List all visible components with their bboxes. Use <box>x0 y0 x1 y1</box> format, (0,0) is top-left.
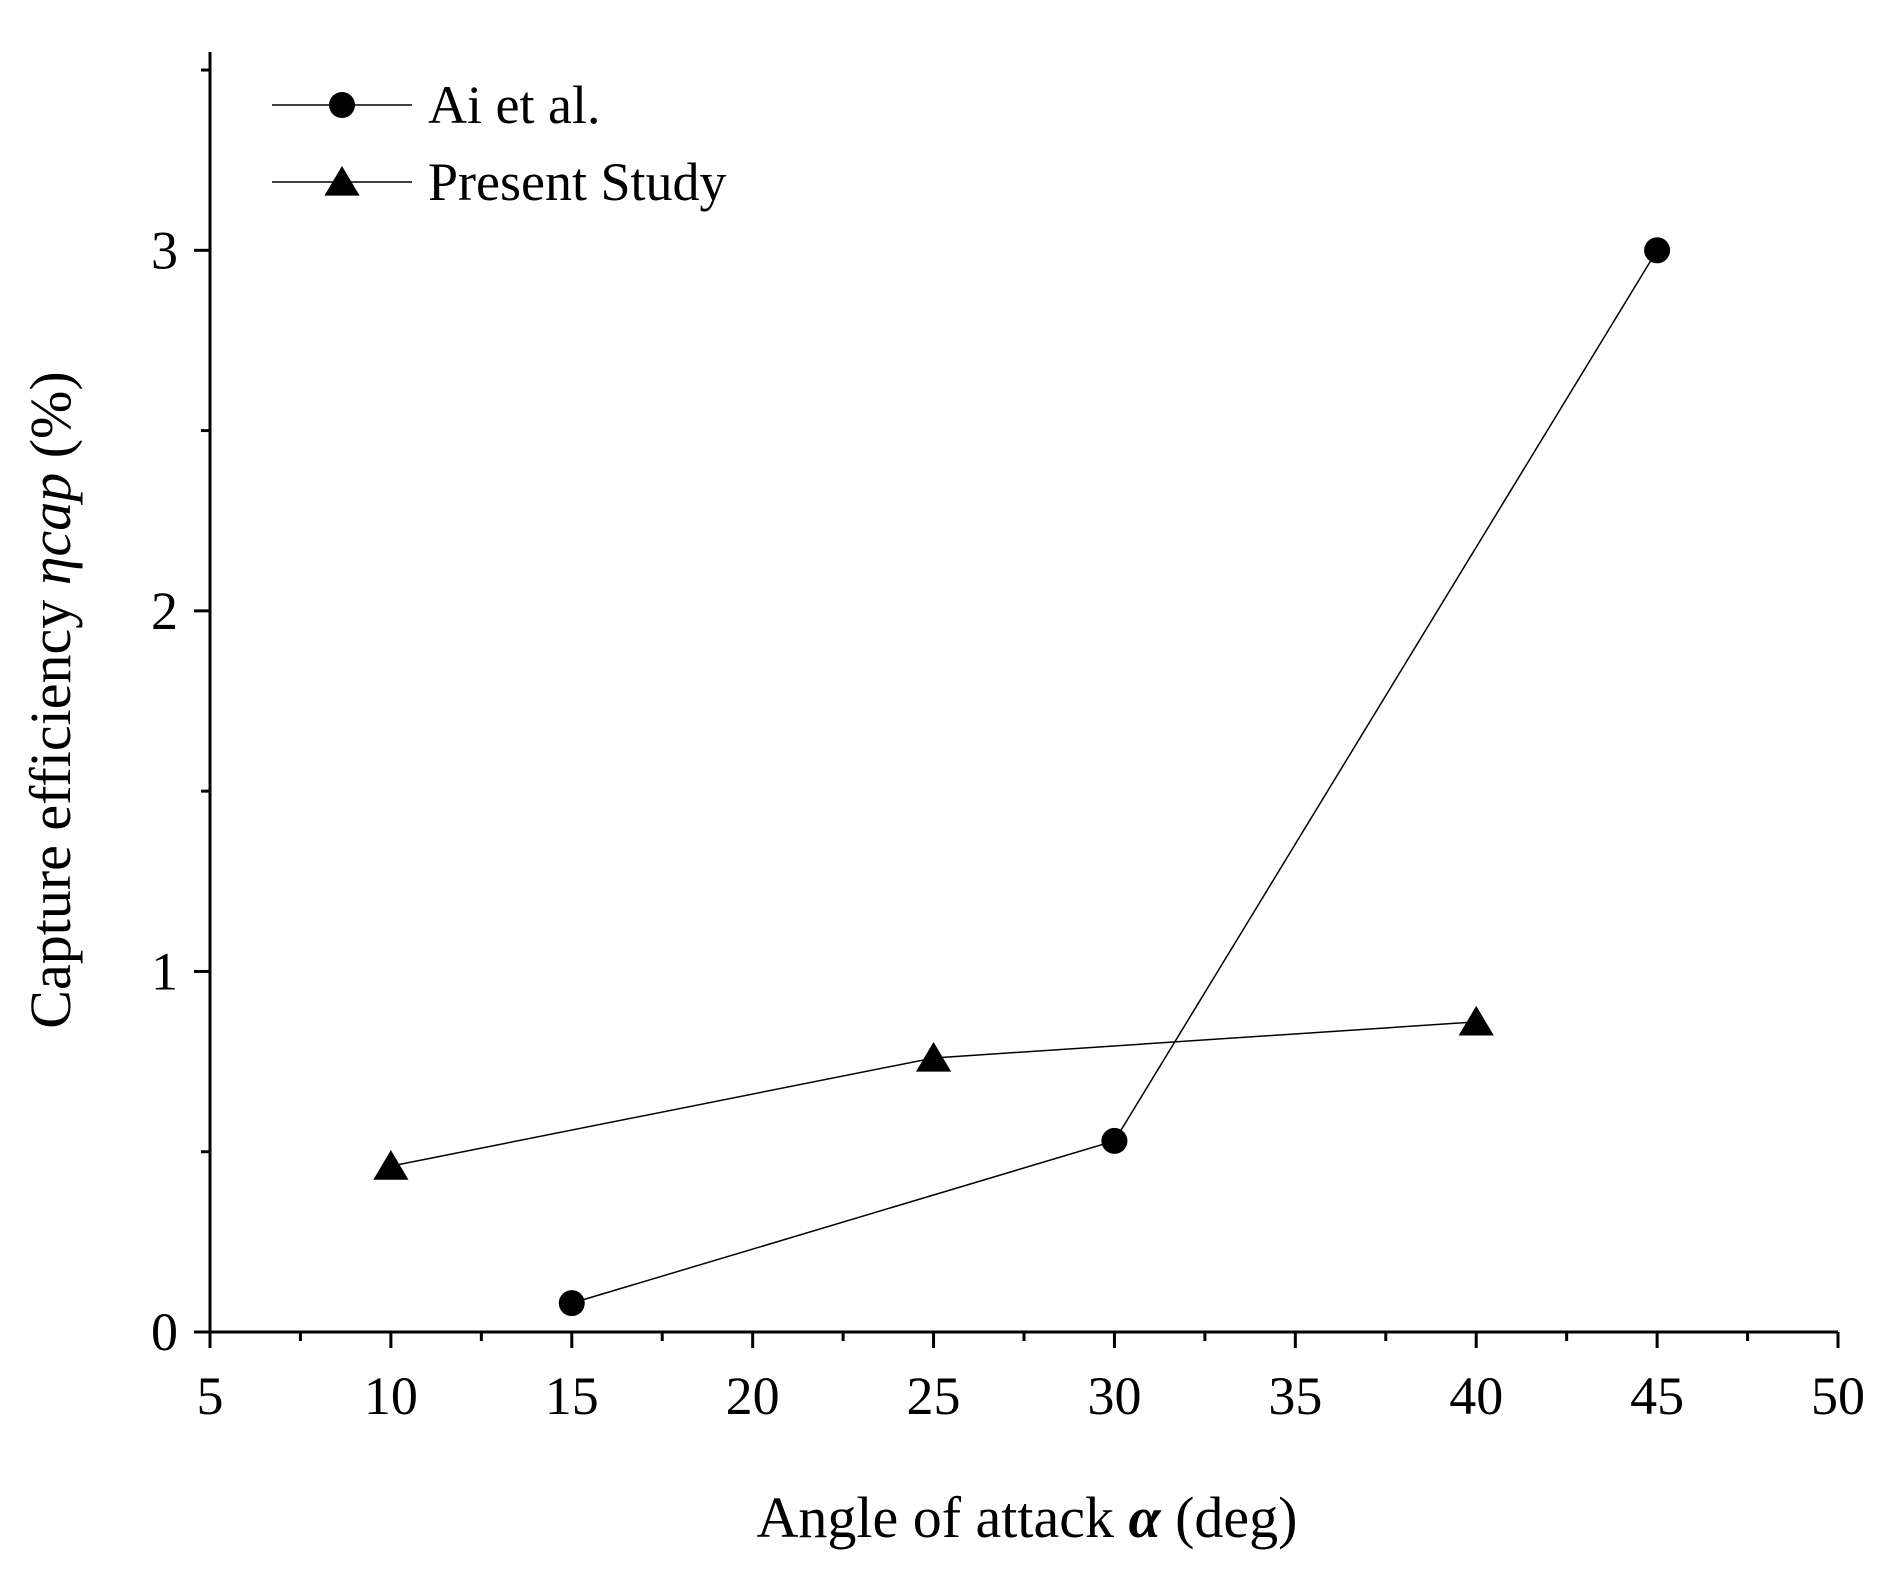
data-point <box>558 1290 585 1317</box>
data-point <box>915 1041 952 1072</box>
x-tick-label: 5 <box>197 1366 224 1426</box>
x-axis-title: Angle of attack α (deg) <box>757 1485 1298 1550</box>
data-point <box>1644 237 1671 264</box>
y-axis-title-suffix: (%) <box>18 371 83 472</box>
legend-marker <box>329 92 355 118</box>
y-tick-label: 2 <box>151 581 178 641</box>
y-axis-title-prefix: Capture efficiency <box>18 585 83 1028</box>
x-tick-label: 25 <box>907 1366 961 1426</box>
x-axis-title-symbol: α <box>1129 1485 1162 1550</box>
data-point <box>1458 1005 1494 1036</box>
x-axis-title-prefix: Angle of attack <box>757 1485 1129 1550</box>
x-tick-label: 30 <box>1087 1366 1141 1426</box>
legend-label: Present Study <box>428 152 727 212</box>
x-tick-label: 45 <box>1630 1366 1684 1426</box>
x-tick-label: 15 <box>545 1366 599 1426</box>
legend-entry: Present Study <box>272 152 727 212</box>
series-2 <box>373 1005 1494 1180</box>
y-axis-title-symbol: η <box>18 557 83 586</box>
data-point <box>373 1150 409 1180</box>
series <box>373 237 1671 1317</box>
y-tick-label: 0 <box>151 1302 178 1362</box>
ticks: 5 10 15 20 25 30 35 40 45 50 0 1 2 3 <box>151 68 1865 1426</box>
x-tick-label: 10 <box>364 1366 418 1426</box>
legend: Ai et al. Present Study <box>272 75 727 212</box>
y-axis-title-subscript: cap <box>18 473 83 557</box>
axes <box>208 52 1838 1334</box>
x-tick-label: 35 <box>1268 1366 1322 1426</box>
y-tick-label: 1 <box>151 941 178 1001</box>
data-point <box>1101 1127 1128 1154</box>
x-axis-title-suffix: (deg) <box>1161 1485 1298 1550</box>
legend-label: Ai et al. <box>428 75 600 135</box>
series-1 <box>558 237 1671 1317</box>
y-tick-label: 3 <box>151 220 178 280</box>
legend-marker <box>324 166 360 196</box>
legend-entry: Ai et al. <box>272 75 600 135</box>
x-tick-label: 40 <box>1449 1366 1503 1426</box>
x-tick-label: 50 <box>1811 1366 1865 1426</box>
y-axis-title: Capture efficiency ηcap (%) <box>18 371 83 1028</box>
x-tick-label: 20 <box>726 1366 780 1426</box>
